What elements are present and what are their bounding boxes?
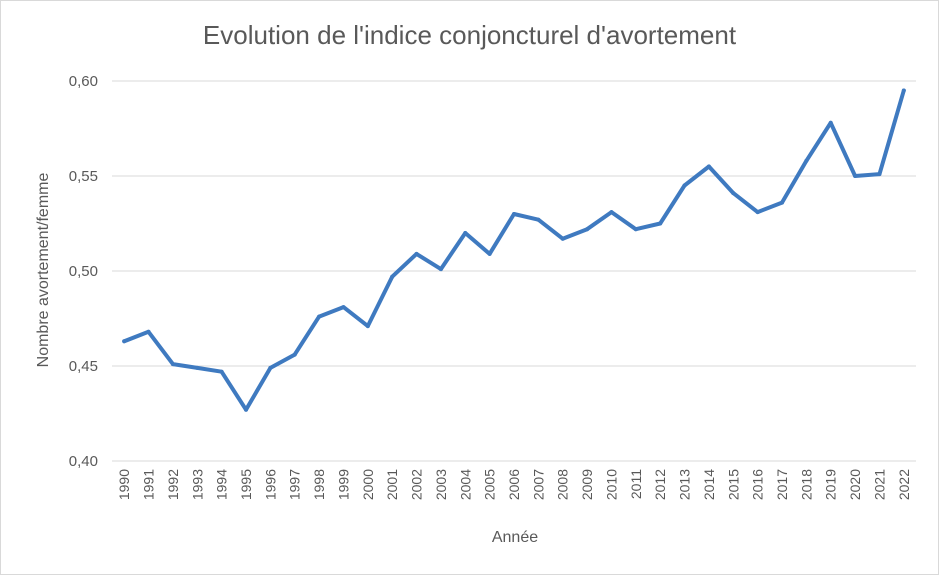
data-point [609,210,614,215]
data-point [536,217,541,222]
x-tick-label: 2015 [725,469,741,500]
x-tick-label: 1994 [214,469,230,500]
series-lines [122,88,906,412]
x-tick-label: 2004 [457,469,473,500]
data-point [512,212,516,216]
data-point [585,227,590,232]
data-point [365,324,370,329]
data-point [292,352,297,357]
data-point [219,369,224,374]
x-tick-label: 2001 [384,469,400,500]
x-tick-label: 2017 [774,469,790,500]
data-point [341,305,346,310]
x-tick-label: 2016 [750,469,766,500]
data-point [170,362,175,367]
x-tick-label: 1997 [287,469,303,500]
data-point [780,200,784,205]
y-tick-label: 0,40 [69,453,98,470]
gridlines [112,80,916,462]
y-tick-labels: 0,40 0,45 0,50 0,55 0,60 [69,73,98,470]
x-tick-label: 2002 [409,469,425,500]
data-point [658,221,663,226]
x-tick-label: 2012 [652,469,668,500]
series-line [122,88,906,412]
x-tick-label: 1995 [238,469,254,500]
x-tick-label: 1991 [141,469,157,500]
data-point [633,227,638,232]
data-point [731,191,736,196]
x-tick-label: 1998 [311,469,327,500]
data-point [244,407,248,412]
x-tick-label: 2014 [701,469,717,500]
x-tick-label: 2019 [823,469,839,500]
x-tick-label: 2005 [482,469,498,500]
y-tick-label: 0,45 [69,358,98,375]
data-point [706,164,711,169]
x-tick-label: 1990 [116,469,132,500]
data-point [901,88,906,93]
x-tick-label: 2007 [530,469,546,500]
y-tick-label: 0,55 [69,168,98,185]
x-tick-labels: 1990 1991 1992 1993 1994 1995 1996 1997 1998 1999… [116,469,912,500]
x-tick-label: 2008 [555,469,571,500]
x-tick-label: 2013 [677,469,693,500]
x-tick-label: 1993 [189,469,205,500]
data-point [853,174,858,178]
data-point [755,210,760,215]
data-point [414,251,419,256]
y-tick-label: 0,60 [69,73,98,90]
x-tick-label: 2009 [579,469,595,500]
data-point [390,274,395,279]
data-point [463,231,468,235]
x-axis-label: Année [492,529,538,546]
data-point [682,183,687,188]
data-point [268,365,273,370]
data-point [828,120,833,125]
x-tick-label: 2021 [871,469,887,500]
data-point [317,314,322,319]
chart-title: Evolution de l'indice conjoncturel d'avo… [202,20,737,50]
data-point [122,339,127,344]
y-axis-label: Nombre avortement/femme [35,173,52,368]
x-tick-label: 1992 [165,469,181,500]
x-tick-label: 1999 [335,469,351,500]
y-tick-label: 0,50 [69,263,98,280]
data-point [487,251,492,256]
x-tick-label: 2018 [798,469,814,500]
x-tick-label: 2010 [603,469,619,500]
data-point [560,236,565,241]
x-tick-label: 2022 [896,469,912,500]
x-tick-label: 2000 [360,469,376,500]
x-tick-label: 1996 [262,469,278,500]
data-point [804,158,809,163]
x-tick-label: 2011 [628,469,644,499]
x-tick-label: 2020 [847,469,863,500]
data-point [438,267,443,272]
x-tick-label: 2003 [433,469,449,500]
data-point [877,172,882,177]
x-tick-label: 2006 [506,469,522,500]
data-point [146,329,151,334]
data-point [195,365,200,370]
